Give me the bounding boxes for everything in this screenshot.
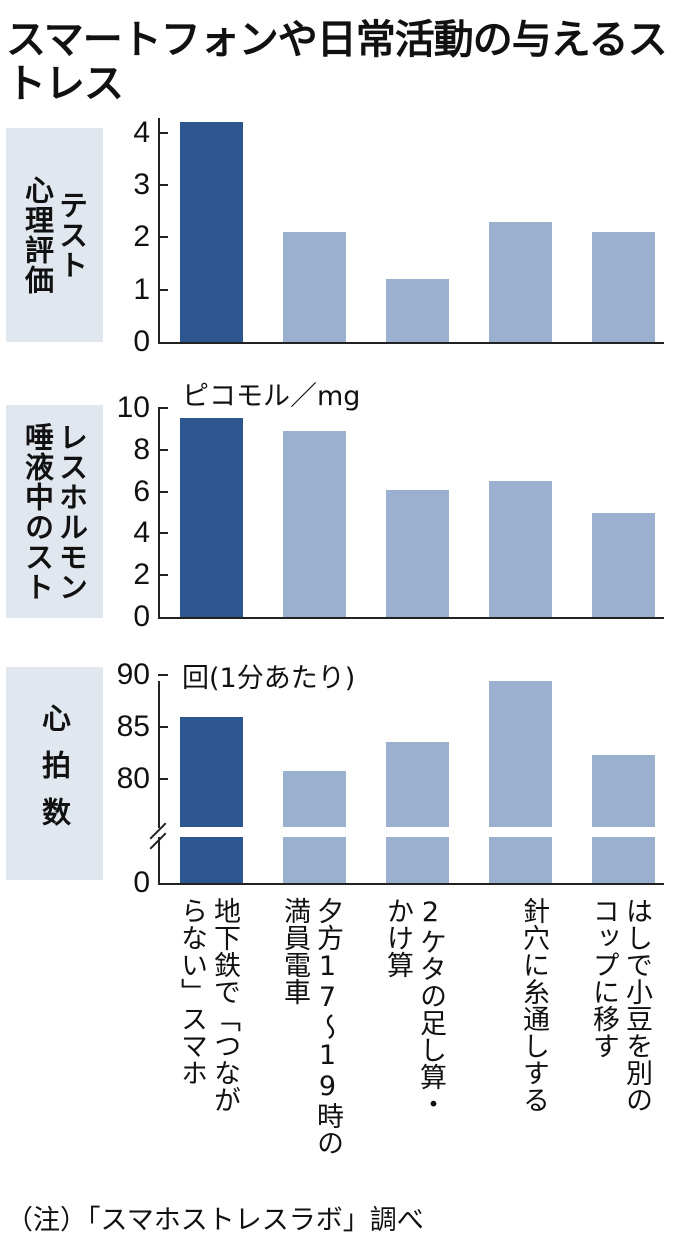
bar bbox=[489, 837, 552, 883]
y-tick-label: 90 bbox=[116, 658, 150, 691]
bar bbox=[592, 232, 655, 342]
y-tick bbox=[158, 532, 168, 535]
bar bbox=[489, 681, 552, 827]
bar bbox=[283, 430, 346, 617]
panel-label-stress-hormone: 唾液中のスト レスホルモン bbox=[6, 405, 103, 618]
chart-title: スマートフォンや日常活動の与えるストレス bbox=[6, 17, 668, 107]
y-tick-label: 2 bbox=[133, 558, 150, 592]
category-label: 夕方17～19時の bbox=[312, 897, 343, 1156]
y-tick bbox=[158, 574, 168, 577]
panel-label-col: 心拍数 bbox=[37, 703, 72, 844]
bar bbox=[489, 221, 552, 342]
bar bbox=[592, 755, 655, 827]
panel-label-col: テスト bbox=[54, 190, 89, 280]
y-tick-label: 0 bbox=[133, 600, 150, 633]
source-note: （注）「スマホストレスラボ」調べ bbox=[6, 1205, 424, 1236]
bar bbox=[180, 122, 243, 342]
panel-label-heart-rate: 心拍数 bbox=[6, 667, 103, 880]
y-tick bbox=[158, 236, 168, 239]
y-axis bbox=[158, 408, 160, 618]
bar bbox=[283, 837, 346, 883]
y-tick bbox=[158, 407, 168, 409]
y-axis bbox=[158, 118, 160, 343]
y-tick-label: 6 bbox=[133, 474, 150, 508]
bar bbox=[592, 512, 655, 617]
axis-break-gap bbox=[156, 828, 162, 837]
bar bbox=[386, 489, 449, 617]
x-axis bbox=[158, 617, 664, 619]
y-tick-label: 4 bbox=[133, 516, 150, 550]
category-label: コップに移す bbox=[588, 897, 619, 1059]
bar bbox=[180, 837, 243, 883]
category-label: 満員電車 bbox=[279, 897, 310, 1005]
bar bbox=[283, 770, 346, 827]
unit-label-hormone: ピコモル／mg bbox=[182, 381, 361, 412]
panel-label-col: 唾液中のスト bbox=[20, 421, 55, 602]
x-axis bbox=[158, 342, 664, 344]
y-tick-label: 0 bbox=[133, 325, 150, 358]
x-axis bbox=[158, 883, 664, 885]
y-axis bbox=[158, 681, 160, 884]
bar bbox=[489, 481, 552, 617]
panel-label-col: 心理評価 bbox=[20, 175, 55, 295]
category-label: 地下鉄で「つなが bbox=[209, 897, 240, 1113]
y-tick bbox=[158, 674, 168, 676]
category-label: かけ算 bbox=[382, 897, 413, 978]
unit-label-heart-rate: 回(1分あたり) bbox=[182, 663, 356, 694]
category-label: はしで小豆を別の bbox=[621, 897, 652, 1113]
bar bbox=[386, 837, 449, 883]
y-tick-label: 85 bbox=[116, 710, 150, 743]
y-tick bbox=[158, 288, 168, 291]
bar bbox=[592, 837, 655, 883]
bar bbox=[386, 741, 449, 827]
y-tick-label: 3 bbox=[133, 168, 150, 202]
y-tick bbox=[158, 184, 168, 187]
y-tick bbox=[158, 448, 168, 451]
y-tick bbox=[158, 490, 168, 493]
bar bbox=[283, 232, 346, 342]
y-tick-label: 0 bbox=[133, 866, 150, 899]
category-label: 針穴に糸通しする bbox=[518, 897, 549, 1113]
y-tick-label: 10 bbox=[116, 391, 150, 424]
panel-label-psych-test: 心理評価 テスト bbox=[6, 128, 103, 342]
y-tick bbox=[158, 726, 168, 728]
y-tick bbox=[158, 131, 168, 134]
bar bbox=[180, 418, 243, 617]
panel-label-col: レスホルモン bbox=[54, 421, 89, 602]
y-tick-label: 80 bbox=[116, 762, 150, 795]
y-tick-label: 4 bbox=[133, 115, 150, 149]
y-tick bbox=[158, 778, 168, 780]
y-tick-label: 1 bbox=[133, 272, 150, 306]
y-tick-label: 8 bbox=[133, 432, 150, 466]
category-label: らない」スマホ bbox=[176, 897, 207, 1086]
bar bbox=[386, 279, 449, 342]
bar bbox=[180, 716, 243, 827]
category-label: 2ケタの足し算・ bbox=[415, 897, 446, 1117]
y-tick-label: 2 bbox=[133, 220, 150, 254]
